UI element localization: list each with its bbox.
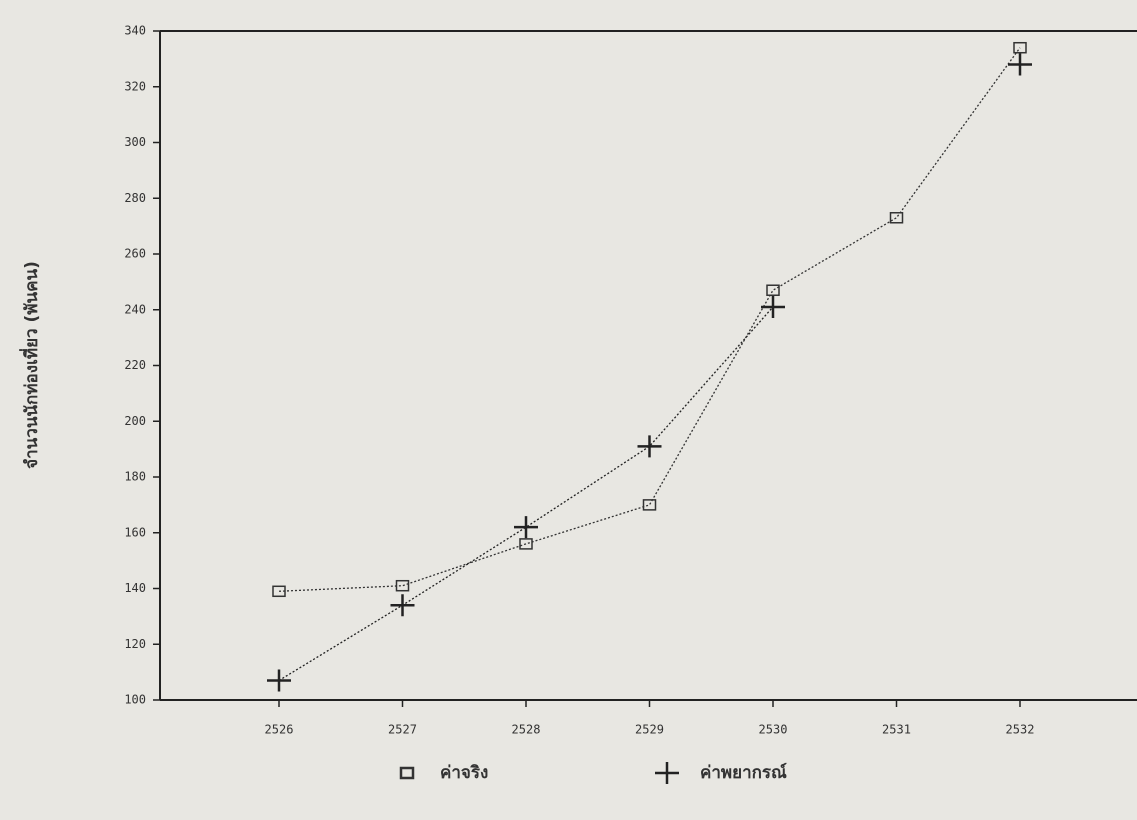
x-tick-label: 2526 <box>265 723 294 737</box>
y-tick-label: 240 <box>124 302 146 316</box>
chart: จำนวนนักท่องเที่ยว (พันคน) 100 120 140 160 1… <box>0 0 1137 820</box>
x-tick-label: 2532 <box>1006 723 1035 737</box>
y-tick-label: 200 <box>124 414 146 428</box>
y-tick-label: 160 <box>124 525 146 539</box>
y-tick-label: 100 <box>124 693 146 707</box>
x-tick-label: 2527 <box>388 723 417 737</box>
legend-label: ค่าพยากรณ์ <box>700 762 787 783</box>
y-tick-label: 340 <box>124 24 146 38</box>
y-tick-label: 300 <box>124 135 146 149</box>
y-tick-label: 220 <box>124 358 146 372</box>
x-tick-label: 2529 <box>635 723 664 737</box>
y-tick-label: 120 <box>124 637 146 651</box>
legend-label: ค่าจริง <box>440 763 488 783</box>
y-tick-label: 140 <box>124 581 146 595</box>
y-tick-label: 280 <box>124 191 146 205</box>
y-tick-label: 320 <box>124 79 146 93</box>
x-tick-label: 2528 <box>512 723 541 737</box>
y-tick-label: 180 <box>124 470 146 484</box>
background <box>0 0 1137 820</box>
x-tick-label: 2530 <box>759 723 788 737</box>
y-axis-title: จำนวนนักท่องเที่ยว (พันคน) <box>19 261 42 469</box>
y-tick-label: 260 <box>124 247 146 261</box>
x-tick-label: 2531 <box>882 723 911 737</box>
